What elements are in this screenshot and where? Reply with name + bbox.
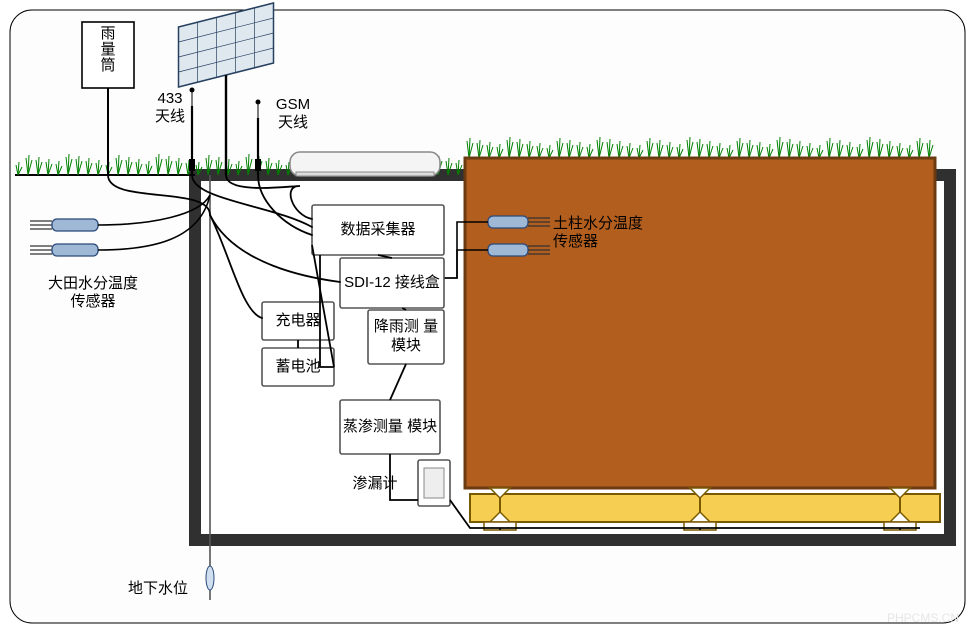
charger-label: 充电器 [262,302,334,340]
seepage-meter-label: 渗漏计 [340,475,410,493]
battery-label: 蓄电池 [262,348,334,386]
lysimeter-module-label: 蒸渗测量 模块 [340,400,440,454]
antenna-433-label: 433 天线 [150,90,190,126]
diagram-svg [0,0,975,633]
diagram-stage: 雨 量 筒 433 天线 GSM 天线 大田水分温度 传感器 地下水位 土柱水分… [0,0,975,633]
antenna-gsm-label: GSM 天线 [268,96,318,132]
watermark-label: PHPCMS.CN [887,611,959,625]
column-sensor-label: 土柱水分温度 传感器 [553,215,683,251]
field-sensor-label: 大田水分温度 传感器 [28,275,158,311]
rain-module-label: 降雨测 量模块 [368,310,444,364]
rain-gauge-label: 雨 量 筒 [82,26,134,73]
sdi-box-label: SDI-12 接线盒 [340,258,444,308]
ground-water-label: 地下水位 [118,580,198,598]
data-logger-label: 数据采集器 [312,205,444,255]
